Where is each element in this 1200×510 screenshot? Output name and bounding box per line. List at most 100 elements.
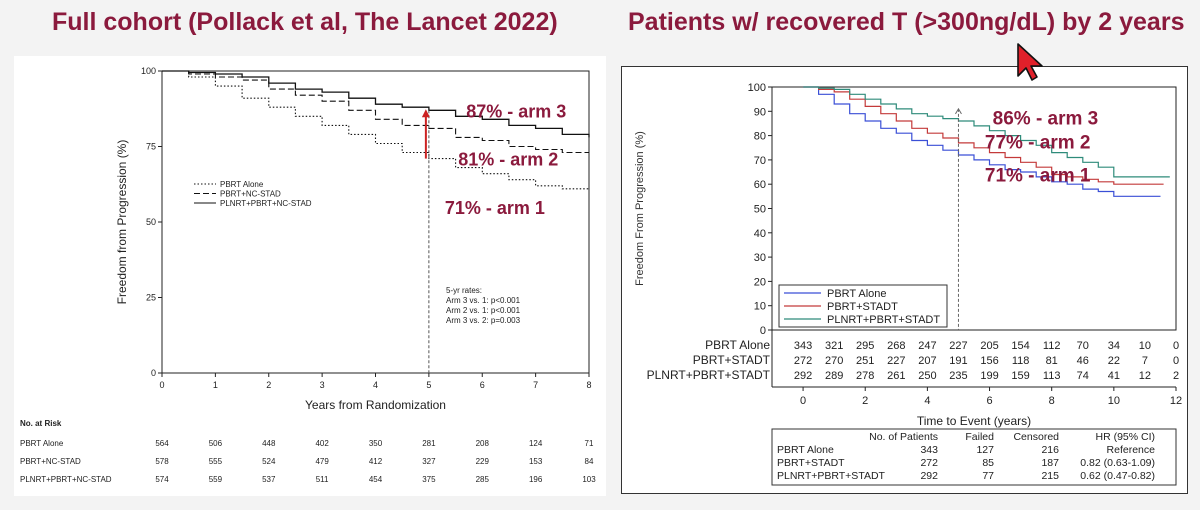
risk-cell: 321 — [825, 340, 843, 352]
y-tick-label: 10 — [754, 301, 766, 313]
risk-cell: 564 — [155, 439, 169, 448]
y-tick-label: 75 — [146, 142, 156, 152]
risk-cell: 153 — [529, 457, 543, 466]
risk-cell: 555 — [209, 457, 223, 466]
rate-annotation-3: 71% - arm 1 — [985, 165, 1091, 186]
x-tick-label: 8 — [1049, 395, 1055, 407]
risk-cell: 12 — [1139, 370, 1151, 382]
risk-cell: 159 — [1011, 370, 1029, 382]
y-tick-label: 90 — [754, 106, 766, 118]
risk-cell: 70 — [1077, 340, 1089, 352]
y-tick-label: 50 — [754, 204, 766, 216]
x-tick-label: 7 — [533, 380, 538, 390]
slide-title-right: Patients w/ recovered T (>300ng/dL) by 2… — [628, 8, 1185, 36]
risk-cell: 208 — [476, 439, 490, 448]
x-tick-label: 6 — [986, 395, 992, 407]
summary-cell: 292 — [920, 470, 938, 482]
legend-label: PBRT Alone — [827, 288, 887, 300]
legend-label: PBRT Alone — [220, 180, 264, 189]
summary-row-label: PBRT+STADT — [777, 457, 845, 469]
risk-table-title: No. at Risk — [20, 419, 62, 428]
risk-cell: 281 — [422, 439, 436, 448]
stats-line: Arm 3 vs. 2: p=0.003 — [446, 316, 521, 325]
summary-row-label: PLNRT+PBRT+STADT — [777, 470, 886, 482]
x-tick-label: 3 — [320, 380, 325, 390]
stats-heading: 5-yr rates: — [446, 286, 482, 295]
summary-cell: 0.62 (0.47-0.82) — [1080, 470, 1155, 482]
y-tick-label: 80 — [754, 131, 766, 143]
risk-cell: 191 — [949, 355, 967, 367]
risk-cell: 402 — [315, 439, 329, 448]
risk-cell: 292 — [794, 370, 812, 382]
risk-cell: 229 — [476, 457, 490, 466]
summary-cell: Reference — [1107, 444, 1156, 456]
risk-cell: 343 — [794, 340, 812, 352]
summary-cell: 343 — [920, 444, 938, 456]
risk-cell: 199 — [980, 370, 998, 382]
summary-cell: 215 — [1041, 470, 1059, 482]
summary-cell: 77 — [982, 470, 994, 482]
y-tick-label: 70 — [754, 155, 766, 167]
risk-cell: 34 — [1108, 340, 1120, 352]
risk-cell: 295 — [856, 340, 874, 352]
x-tick-label: 4 — [924, 395, 930, 407]
arrow-head-icon — [955, 107, 962, 115]
y-tick-label: 100 — [748, 82, 766, 94]
risk-cell: 118 — [1012, 355, 1030, 367]
rate-annotation-2: 81% - arm 2 — [458, 150, 558, 170]
x-tick-label: 5 — [426, 380, 431, 390]
risk-cell: 227 — [887, 355, 905, 367]
risk-cell: 272 — [794, 355, 812, 367]
risk-cell: 524 — [262, 457, 276, 466]
summary-header: Failed — [965, 431, 994, 443]
summary-cell: 272 — [920, 457, 938, 469]
y-axis-label: Freedom from Progression (%) — [115, 140, 129, 305]
y-tick-label: 50 — [146, 217, 156, 227]
x-tick-label: 4 — [373, 380, 378, 390]
risk-cell: 0 — [1173, 340, 1179, 352]
risk-cell: 112 — [1043, 340, 1061, 352]
risk-cell: 350 — [369, 439, 383, 448]
risk-cell: 154 — [1011, 340, 1029, 352]
rate-annotation-3: 71% - arm 1 — [445, 198, 545, 218]
y-tick-label: 25 — [146, 293, 156, 303]
risk-cell: 81 — [1046, 355, 1058, 367]
x-tick-label: 10 — [1108, 395, 1120, 407]
risk-row-label: PBRT+NC-STAD — [20, 457, 81, 466]
x-tick-label: 2 — [266, 380, 271, 390]
risk-cell: 375 — [422, 475, 436, 484]
risk-cell: 559 — [209, 475, 223, 484]
risk-cell: 235 — [949, 370, 967, 382]
stats-line: Arm 3 vs. 1: p<0.001 — [446, 296, 521, 305]
x-axis-label: Time to Event (years) — [917, 414, 1031, 428]
risk-cell: 574 — [155, 475, 169, 484]
y-tick-label: 30 — [754, 252, 766, 264]
risk-cell: 46 — [1077, 355, 1089, 367]
y-tick-label: 0 — [151, 368, 156, 378]
km-curve-1 — [803, 86, 1161, 197]
risk-cell: 227 — [949, 340, 967, 352]
y-tick-label: 60 — [754, 179, 766, 191]
risk-cell: 10 — [1139, 340, 1151, 352]
x-axis-label: Years from Randomization — [305, 398, 446, 412]
risk-cell: 74 — [1077, 370, 1089, 382]
risk-cell: 578 — [155, 457, 169, 466]
risk-cell: 270 — [825, 355, 843, 367]
risk-cell: 103 — [582, 475, 596, 484]
slide-title-left: Full cohort (Pollack et al, The Lancet 2… — [52, 8, 558, 36]
stats-line: Arm 2 vs. 1: p<0.001 — [446, 306, 521, 315]
x-tick-label: 1 — [213, 380, 218, 390]
risk-row-label: PBRT Alone — [20, 439, 64, 448]
risk-cell: 113 — [1043, 370, 1061, 382]
left-km-chart: 0 25 50 75 100 0 1 2 3 4 5 6 7 8 Years from Randomizat… — [20, 66, 596, 484]
summary-cell: 0.82 (0.63-1.09) — [1080, 457, 1155, 469]
risk-cell: 22 — [1108, 355, 1120, 367]
x-tick-label: 0 — [800, 395, 806, 407]
risk-cell: 0 — [1173, 355, 1179, 367]
risk-cell: 412 — [369, 457, 383, 466]
risk-cell: 454 — [369, 475, 383, 484]
legend-label: PLNRT+PBRT+STADT — [827, 314, 940, 326]
rate-annotation-1: 87% - arm 3 — [466, 101, 566, 121]
summary-table-frame — [771, 428, 1177, 486]
summary-header: HR (95% CI) — [1095, 431, 1155, 443]
